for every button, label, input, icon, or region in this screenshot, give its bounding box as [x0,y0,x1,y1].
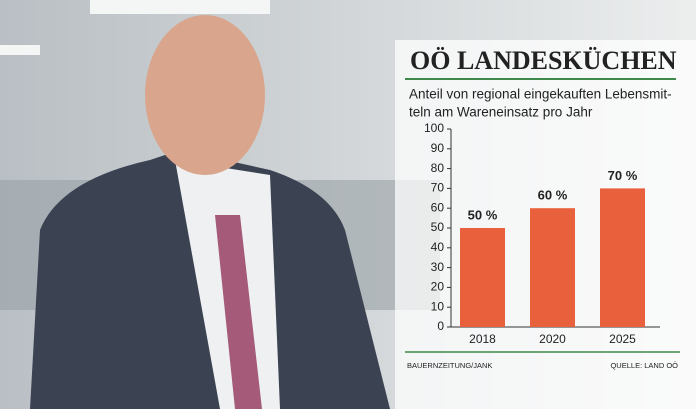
y-tick-label: 20 [431,280,445,294]
y-tick-label: 90 [431,141,445,155]
y-tick-label: 80 [431,161,445,175]
y-tick-label: 50 [431,220,445,234]
x-tick-label: 2025 [609,332,636,346]
value-label: 60 % [538,188,568,203]
y-tick-label: 10 [431,299,445,313]
ceiling-light [0,45,40,55]
source: QUELLE: LAND OÖ [610,361,678,370]
y-tick-label: 60 [431,200,445,214]
y-tick-label: 30 [431,260,445,274]
bar [460,228,505,327]
value-label: 50 % [468,207,498,222]
y-tick-label: 40 [431,240,445,254]
value-label: 70 % [608,168,638,183]
bar [530,208,575,327]
ceiling-light [90,0,270,14]
y-tick-label: 0 [437,319,444,333]
tie [215,215,262,409]
subtitle-line: Anteil von regional eingekauften Lebensm… [409,87,672,102]
face [145,15,265,175]
bar [600,188,645,327]
subtitle-line: teln am Wareneinsatz pro Jahr [409,105,593,120]
y-tick-label: 100 [424,121,444,135]
credit: BAUERNZEITUNG/JANK [407,361,492,370]
x-tick-label: 2018 [469,332,496,346]
y-tick-label: 70 [431,181,445,195]
x-tick-label: 2020 [539,332,566,346]
chart-title: OÖ LANDESKÜCHEN [410,46,677,75]
